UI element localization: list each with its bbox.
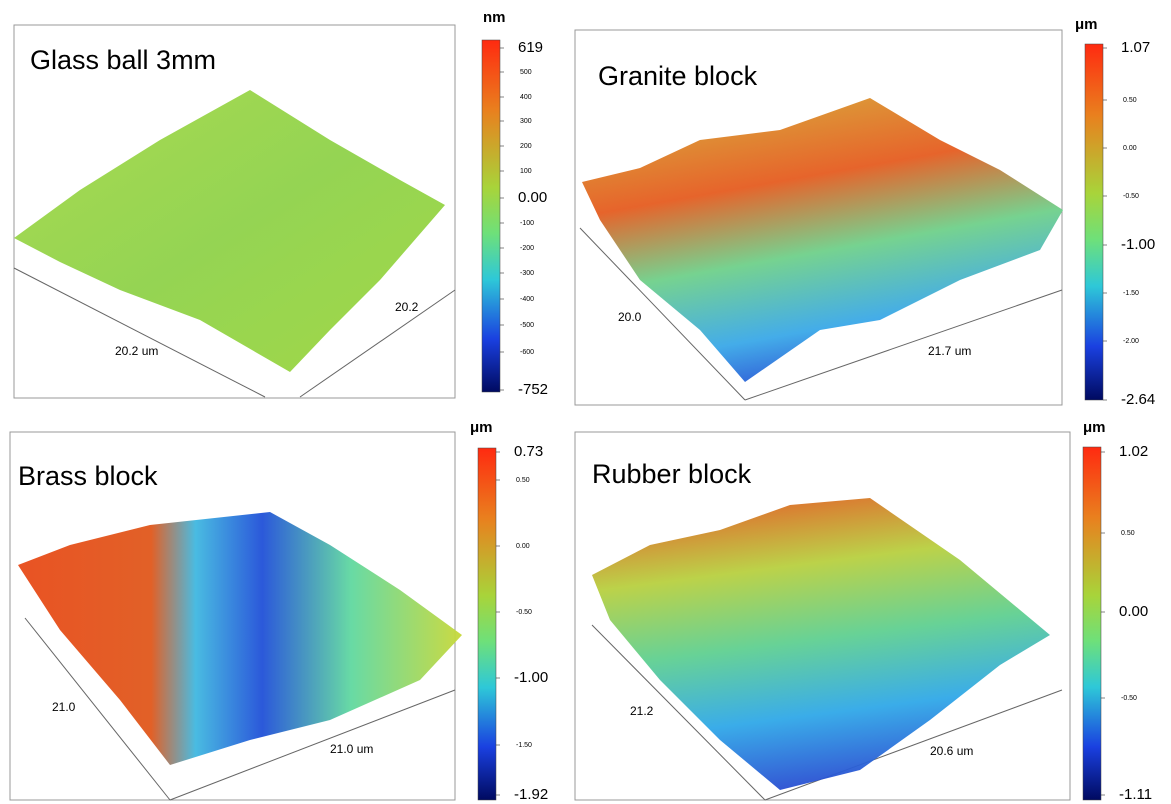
colorbar-tick-label: -600 xyxy=(520,349,534,356)
colorbar xyxy=(478,448,496,800)
colorbar-tick-label: 300 xyxy=(520,118,532,125)
colorbar-tick-label: 500 xyxy=(520,69,532,76)
colorbar xyxy=(1085,44,1103,400)
colorbar-tick-label: 0.00 xyxy=(516,543,530,550)
surface-plot xyxy=(582,98,1063,382)
axis-label: 20.2 xyxy=(395,300,419,314)
panel-title: Brass block xyxy=(18,461,158,491)
axis-label: 21.2 xyxy=(630,704,654,718)
colorbar-tick-label: -0.50 xyxy=(1123,193,1139,200)
colorbar xyxy=(482,40,500,392)
figure: Glass ball 3mm nm 619 500 400 300 200 100 0.00 -1… xyxy=(0,0,1171,804)
axis-label: 20.6 um xyxy=(930,744,973,758)
colorbar-tick-label: 0.00 xyxy=(1119,603,1148,620)
surface-plot xyxy=(14,90,445,372)
colorbar-tick-label: -1.00 xyxy=(514,669,548,686)
colorbar-tick-label: -2.00 xyxy=(1123,338,1139,345)
colorbar-unit: nm xyxy=(483,9,506,26)
colorbar-tick-label: 0.00 xyxy=(518,189,547,206)
panel-title: Glass ball 3mm xyxy=(30,45,216,75)
axis-label: 20.2 um xyxy=(115,344,158,358)
colorbar xyxy=(1083,447,1101,800)
colorbar-tick-label: 0.50 xyxy=(1121,530,1135,537)
colorbar-tick-label: -400 xyxy=(520,296,534,303)
colorbar-tick-label: -1.50 xyxy=(1123,290,1139,297)
colorbar-tick-label: 1.02 xyxy=(1119,443,1148,460)
colorbar-tick-label: -1.00 xyxy=(1121,236,1155,253)
panel-title: Rubber block xyxy=(592,459,752,489)
panel-title: Granite block xyxy=(598,61,758,91)
axis-label: 21.0 um xyxy=(330,742,373,756)
colorbar-unit: μm xyxy=(470,419,493,436)
colorbar-tick-label: -1.11 xyxy=(1119,786,1152,803)
colorbar-tick-label: 1.07 xyxy=(1121,39,1150,56)
colorbar-unit: μm xyxy=(1083,419,1106,436)
colorbar-tick-label: 200 xyxy=(520,143,532,150)
colorbar-tick-label: -0.50 xyxy=(516,609,532,616)
colorbar-tick-label: 0.50 xyxy=(516,477,530,484)
colorbar-tick-label: -2.64 xyxy=(1121,391,1155,408)
colorbar-unit: μm xyxy=(1075,16,1098,33)
colorbar-tick-label: -200 xyxy=(520,245,534,252)
colorbar-tick-label: -100 xyxy=(520,220,534,227)
colorbar-tick-label: 400 xyxy=(520,94,532,101)
colorbar-tick-label: -1.92 xyxy=(514,786,548,803)
colorbar-tick-label: 100 xyxy=(520,168,532,175)
surface-plot xyxy=(18,512,462,765)
axis-label: 21.7 um xyxy=(928,344,971,358)
colorbar-tick-label: -300 xyxy=(520,270,534,277)
surface-plot xyxy=(592,498,1050,790)
colorbar-tick-label: 0.00 xyxy=(1123,145,1137,152)
colorbar-tick-label: 0.50 xyxy=(1123,97,1137,104)
colorbar-tick-label: -1.50 xyxy=(516,742,532,749)
colorbar-tick-label: -0.50 xyxy=(1121,695,1137,702)
colorbar-tick-label: 0.73 xyxy=(514,443,543,460)
colorbar-tick-label: -752 xyxy=(518,381,548,398)
axis-label: 20.0 xyxy=(618,310,642,324)
axis-label: 21.0 xyxy=(52,700,76,714)
colorbar-tick-label: -500 xyxy=(520,322,534,329)
colorbar-tick-label: 619 xyxy=(518,39,543,56)
